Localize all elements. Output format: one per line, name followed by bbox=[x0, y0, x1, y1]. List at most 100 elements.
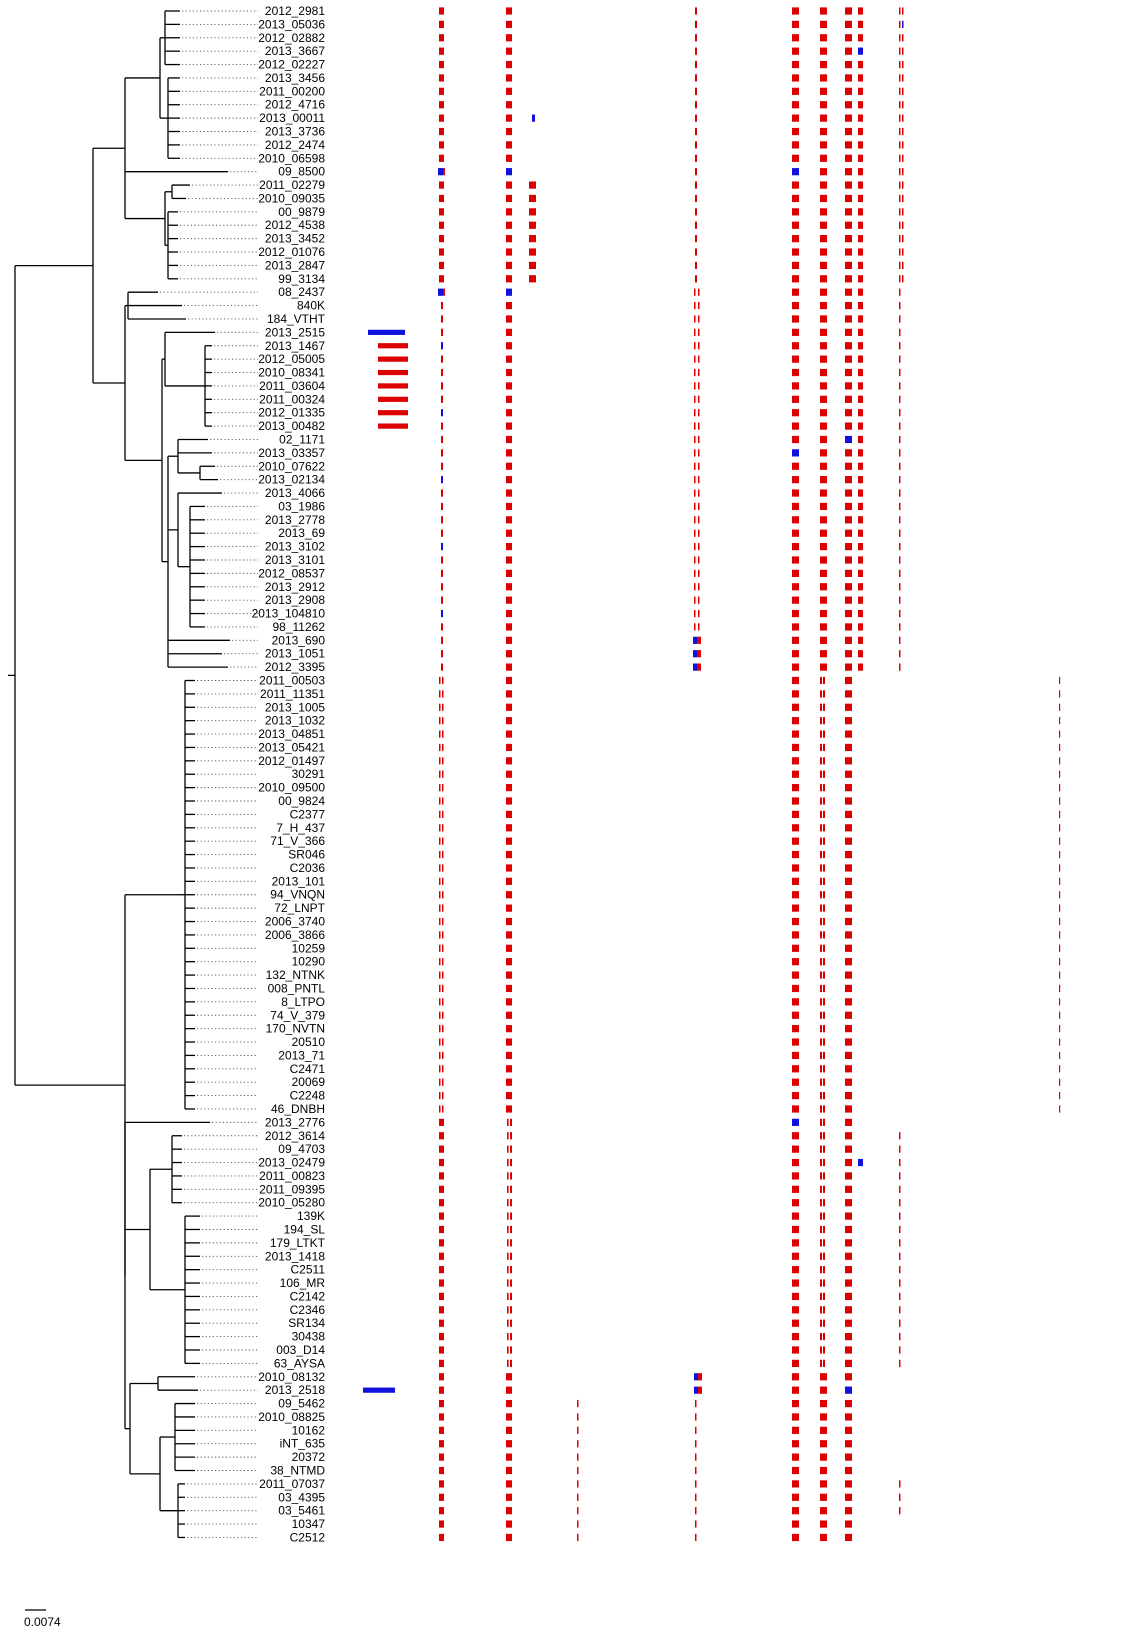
marker bbox=[792, 1333, 799, 1341]
marker bbox=[510, 1252, 512, 1260]
tip-label: 2013_02479 bbox=[258, 1156, 325, 1170]
tip-label: 03_5461 bbox=[278, 1504, 325, 1518]
marker bbox=[820, 1373, 827, 1381]
marker bbox=[820, 1051, 822, 1060]
marker bbox=[820, 288, 827, 296]
marker bbox=[845, 114, 852, 122]
marker bbox=[507, 1132, 509, 1140]
marker bbox=[820, 1025, 822, 1033]
marker bbox=[823, 1292, 825, 1301]
marker bbox=[899, 342, 901, 350]
tip-label: 2010_08341 bbox=[258, 366, 325, 380]
marker bbox=[695, 101, 697, 109]
marker bbox=[792, 355, 799, 363]
marker bbox=[1059, 690, 1061, 698]
marker bbox=[695, 221, 697, 229]
marker bbox=[820, 261, 827, 270]
marker bbox=[792, 958, 799, 966]
marker bbox=[823, 1038, 825, 1046]
marker bbox=[820, 194, 827, 203]
marker bbox=[899, 20, 901, 28]
marker bbox=[441, 489, 443, 497]
marker bbox=[441, 342, 443, 350]
marker bbox=[698, 596, 700, 604]
marker bbox=[820, 101, 827, 109]
marker bbox=[439, 984, 441, 993]
marker bbox=[506, 757, 512, 765]
marker bbox=[506, 194, 512, 203]
marker bbox=[698, 315, 700, 323]
marker bbox=[820, 757, 822, 765]
marker bbox=[858, 20, 863, 28]
marker bbox=[441, 650, 443, 658]
marker bbox=[845, 904, 852, 912]
marker bbox=[1059, 757, 1061, 765]
marker bbox=[845, 449, 852, 457]
marker bbox=[506, 944, 512, 952]
marker bbox=[845, 1480, 852, 1488]
marker bbox=[439, 877, 441, 885]
marker bbox=[506, 543, 512, 551]
marker bbox=[439, 837, 441, 845]
tip-label: 2011_03604 bbox=[259, 379, 325, 393]
marker bbox=[529, 221, 536, 229]
marker bbox=[442, 1025, 444, 1033]
tip-label: C2511 bbox=[291, 1263, 326, 1277]
tip-label: 2013_1051 bbox=[265, 647, 325, 661]
marker bbox=[507, 1118, 509, 1126]
marker bbox=[823, 797, 825, 805]
marker bbox=[439, 1038, 441, 1046]
marker bbox=[823, 690, 825, 698]
marker bbox=[698, 301, 700, 310]
marker bbox=[820, 931, 822, 939]
marker bbox=[506, 596, 512, 604]
marker bbox=[506, 556, 512, 564]
marker bbox=[820, 904, 822, 912]
marker bbox=[439, 1386, 444, 1394]
marker bbox=[845, 34, 852, 42]
marker bbox=[792, 676, 799, 685]
marker bbox=[792, 342, 799, 350]
marker bbox=[820, 395, 827, 403]
marker bbox=[441, 502, 443, 511]
tip-label: 2011_09395 bbox=[259, 1182, 325, 1196]
marker bbox=[441, 368, 443, 377]
marker bbox=[442, 864, 444, 872]
tip-label: 94_VNQN bbox=[270, 888, 325, 902]
marker bbox=[698, 623, 700, 631]
marker bbox=[820, 1493, 827, 1501]
tip-label: 2012_02227 bbox=[258, 58, 325, 72]
marker bbox=[698, 543, 700, 551]
marker bbox=[439, 757, 441, 765]
marker bbox=[845, 395, 852, 403]
marker bbox=[820, 1185, 822, 1193]
marker bbox=[820, 583, 827, 591]
side-bar-red bbox=[378, 410, 408, 416]
marker bbox=[439, 101, 444, 109]
marker bbox=[792, 703, 799, 711]
marker bbox=[510, 1212, 512, 1220]
marker bbox=[845, 944, 852, 952]
marker bbox=[899, 368, 901, 377]
marker bbox=[506, 1078, 512, 1086]
marker bbox=[823, 1346, 825, 1354]
marker bbox=[820, 1440, 827, 1448]
marker bbox=[899, 609, 901, 618]
marker bbox=[506, 636, 512, 644]
marker bbox=[899, 476, 901, 484]
marker bbox=[506, 676, 512, 685]
marker bbox=[899, 449, 901, 457]
marker bbox=[695, 208, 697, 216]
marker bbox=[439, 1399, 444, 1408]
marker bbox=[899, 275, 901, 283]
marker bbox=[820, 141, 827, 149]
marker bbox=[442, 944, 444, 952]
marker bbox=[439, 1493, 444, 1501]
marker bbox=[899, 1306, 901, 1314]
marker bbox=[442, 770, 444, 778]
tip-label: 2013_04851 bbox=[258, 727, 325, 741]
marker bbox=[899, 556, 901, 564]
marker bbox=[510, 1346, 512, 1354]
marker bbox=[820, 1279, 822, 1287]
marker bbox=[792, 1266, 799, 1274]
